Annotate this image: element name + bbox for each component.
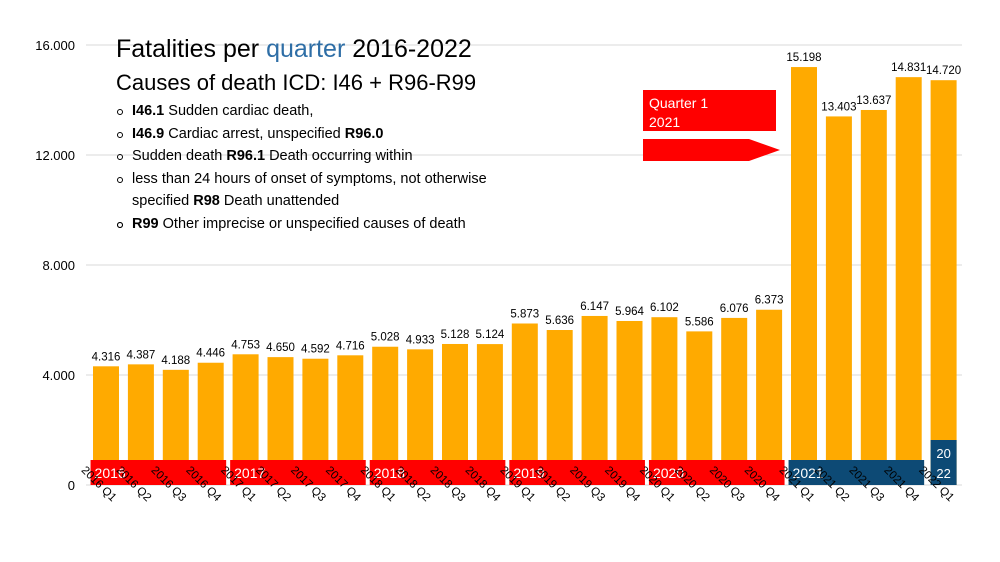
title-block: Fatalities per quarter 2016-2022 Causes …: [116, 34, 476, 98]
value-label: 4.446: [196, 348, 225, 360]
value-label: 4.316: [92, 351, 121, 363]
callout-line-1: Quarter 1: [649, 95, 709, 111]
bar: [860, 109, 887, 486]
value-label: 4.387: [127, 349, 156, 361]
list-item: R99 Other imprecise or unspecified cause…: [116, 213, 546, 236]
callout-arrow: [643, 139, 780, 161]
bar: [511, 323, 538, 485]
list-item: Sudden death R96.1 Death occurring withi…: [116, 145, 546, 168]
year-band-label: 2018: [374, 465, 405, 481]
value-label: 6.102: [650, 302, 679, 314]
value-label: 6.076: [720, 303, 749, 315]
value-label: 4.753: [231, 339, 260, 351]
y-tick-label: 0: [68, 478, 75, 493]
bar: [895, 77, 922, 486]
value-label: 14.831: [891, 62, 926, 74]
value-label: 4.933: [406, 334, 435, 346]
value-label: 5.586: [685, 316, 714, 328]
chart-subtitle: Causes of death ICD: I46 + R96-R99: [116, 70, 477, 95]
value-label: 5.636: [545, 315, 574, 327]
bar: [651, 317, 678, 485]
y-tick-label: 16.000: [35, 38, 75, 53]
icd-code-list: I46.1 Sudden cardiac death, I46.9 Cardia…: [116, 100, 546, 235]
quarter-1-2021-callout: Quarter 1 2021: [643, 90, 776, 131]
bar: [686, 331, 713, 485]
value-label: 5.124: [476, 329, 505, 341]
value-label: 5.128: [441, 329, 470, 341]
list-item: I46.1 Sudden cardiac death,: [116, 100, 546, 123]
bar: [721, 317, 748, 485]
y-tick-label: 12.000: [35, 148, 75, 163]
year-band: [369, 460, 506, 485]
year-band-label: 2019: [513, 465, 544, 481]
value-label: 6.373: [755, 295, 784, 307]
year-band-label: 20: [936, 446, 950, 461]
year-band: [90, 460, 227, 485]
value-label: 4.650: [266, 342, 295, 354]
year-band: [230, 460, 366, 485]
value-label: 4.188: [161, 355, 190, 367]
year-band: [509, 460, 645, 485]
y-tick-label: 4.000: [42, 368, 75, 383]
bar: [930, 80, 957, 485]
year-band: [648, 460, 785, 485]
year-band: [930, 440, 957, 485]
y-tick-label: 8.000: [42, 258, 75, 273]
year-band-label: 2017: [234, 465, 265, 481]
bar: [546, 330, 573, 485]
bar: [756, 309, 783, 485]
y-axis-tick-labels: 0 4.000 8.000 12.000 16.000: [35, 38, 75, 493]
callout-line-2: 2021: [649, 114, 681, 130]
value-label: 4.716: [336, 340, 365, 352]
bar: [581, 315, 608, 485]
list-item: I46.9 Cardiac arrest, unspecified R96.0: [116, 123, 546, 146]
chart-title: Fatalities per quarter 2016-2022: [116, 35, 472, 63]
value-label: 14.720: [926, 65, 961, 77]
bar: [616, 320, 643, 485]
bar: [791, 67, 817, 486]
list-item: less than 24 hours of onset of symptoms,…: [116, 168, 546, 213]
year-band-label: 2021: [793, 465, 824, 481]
value-label: 5.028: [371, 332, 400, 344]
year-band-label: 2016: [95, 465, 126, 481]
value-label: 5.964: [615, 306, 644, 318]
year-band-label: 22: [936, 466, 950, 481]
value-label: 15.198: [786, 52, 821, 64]
value-labels: 4.316 4.387 4.188 4.446 4.753 4.650 4.592 4.716…: [92, 52, 962, 367]
value-label: 13.403: [821, 101, 856, 113]
value-label: 4.592: [301, 344, 330, 356]
year-band: [788, 460, 925, 485]
value-label: 6.147: [580, 301, 609, 313]
value-label: 13.637: [856, 95, 891, 107]
value-label: 5.873: [510, 308, 539, 320]
year-band-label: 2020: [653, 465, 684, 481]
bar: [825, 116, 852, 485]
